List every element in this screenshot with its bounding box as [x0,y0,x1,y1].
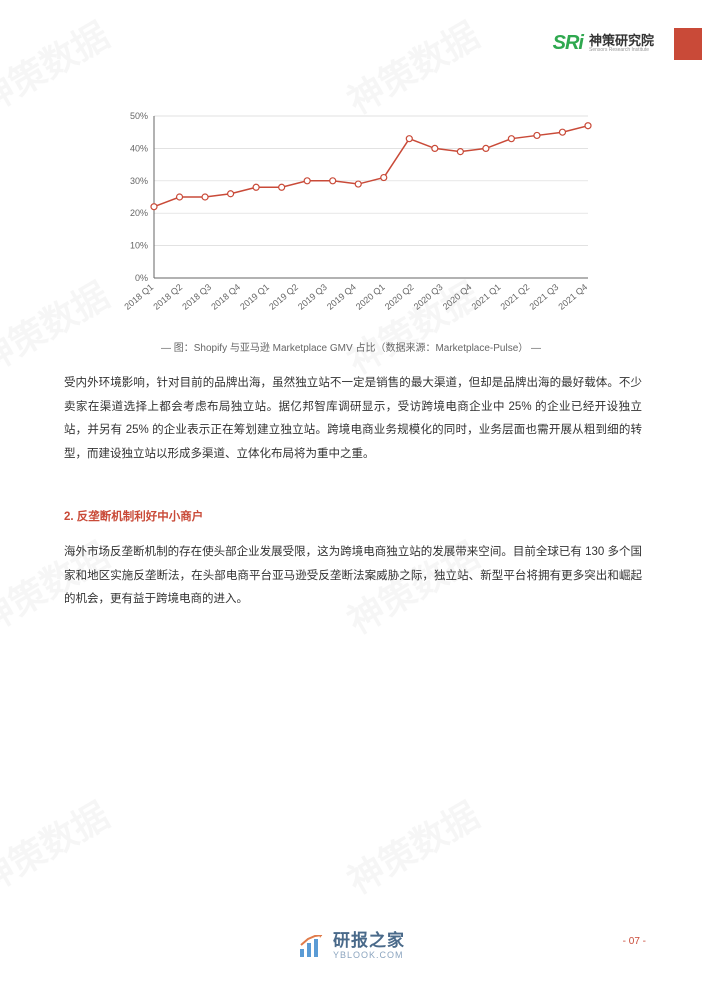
svg-text:2021 Q3: 2021 Q3 [527,282,560,312]
svg-text:2019 Q1: 2019 Q1 [238,282,271,312]
svg-text:2020 Q1: 2020 Q1 [354,282,387,312]
watermark: 神策数据 [337,7,488,124]
header-logo: SRi 神策研究院 Sensors Research Institute [553,32,654,55]
header-accent-bar [674,28,702,60]
svg-text:0%: 0% [135,273,148,283]
svg-text:2020 Q2: 2020 Q2 [383,282,416,312]
svg-text:2019 Q4: 2019 Q4 [325,282,358,312]
logo-cn-main: 神策研究院 [589,34,654,47]
logo-cn-sub: Sensors Research Institute [589,48,654,53]
svg-text:2021 Q4: 2021 Q4 [556,282,589,312]
svg-text:20%: 20% [130,208,148,218]
svg-text:2018 Q1: 2018 Q1 [122,282,155,312]
svg-text:2020 Q4: 2020 Q4 [441,282,474,312]
section-heading-2: 2. 反垄断机制利好中小商户 [64,508,203,524]
footer-sub-text: YBLOOK.COM [333,951,405,961]
svg-text:2020 Q3: 2020 Q3 [412,282,445,312]
paragraph-2: 海外市场反垄断机制的存在使头部企业发展受限，这为跨境电商独立站的发展带来空间。目… [64,541,642,612]
svg-text:2019 Q3: 2019 Q3 [296,282,329,312]
paragraph-1: 受内外环境影响，针对目前的品牌出海，虽然独立站不一定是销售的最大渠道，但却是品牌… [64,372,642,466]
footer-logo: 研报之家 YBLOOK.COM [0,932,702,961]
svg-text:2021 Q1: 2021 Q1 [470,282,503,312]
svg-text:2019 Q2: 2019 Q2 [267,282,300,312]
watermark: 神策数据 [337,787,488,904]
chart-caption: — 图：Shopify 与亚马逊 Marketplace GMV 占比（数据来源… [0,339,702,354]
svg-text:2018 Q2: 2018 Q2 [151,282,184,312]
svg-text:2021 Q2: 2021 Q2 [499,282,532,312]
chart-svg: 0%10%20%30%40%50%2018 Q12018 Q22018 Q320… [118,108,598,333]
svg-text:30%: 30% [130,176,148,186]
svg-text:2018 Q4: 2018 Q4 [209,282,242,312]
svg-text:40%: 40% [130,143,148,153]
svg-text:50%: 50% [130,111,148,121]
svg-text:10%: 10% [130,241,148,251]
gmv-line-chart: 0%10%20%30%40%50%2018 Q12018 Q22018 Q320… [118,108,598,333]
footer-chart-icon [297,935,325,959]
footer-main-text: 研报之家 [333,932,405,951]
watermark: 神策数据 [0,267,117,384]
watermark: 神策数据 [0,7,117,124]
logo-sri-text: SRi [553,32,583,55]
watermark: 神策数据 [0,787,117,904]
svg-text:2018 Q3: 2018 Q3 [180,282,213,312]
